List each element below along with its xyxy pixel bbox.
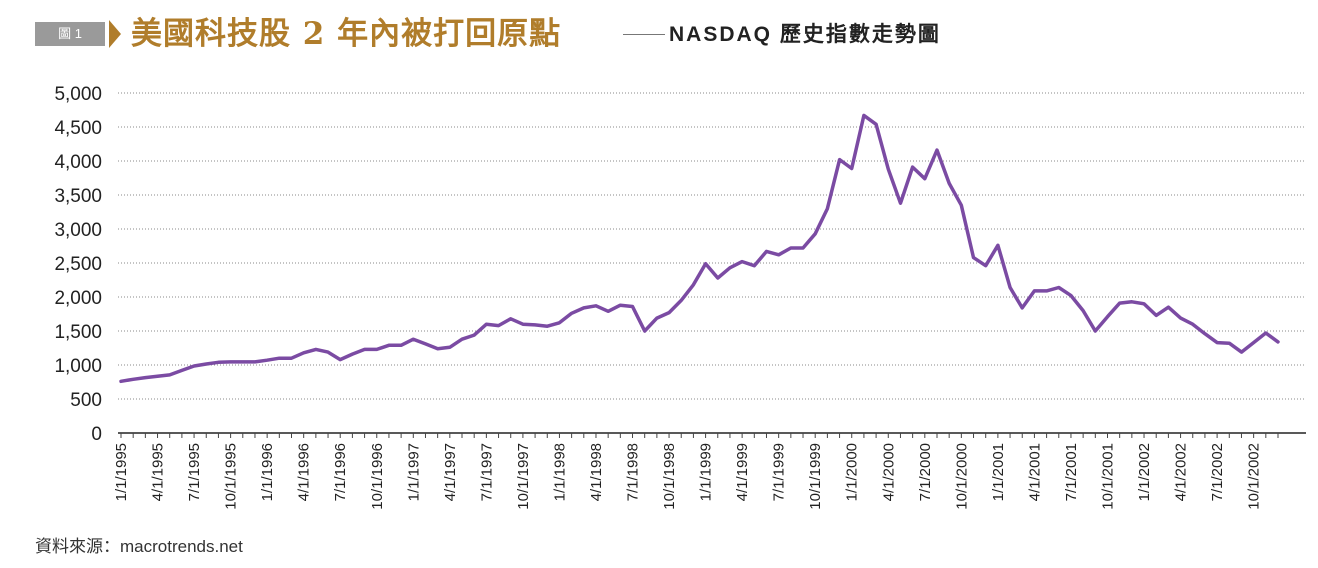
x-tick-label: 7/1/2000 xyxy=(917,443,934,501)
x-tick-label: 10/1/1995 xyxy=(223,443,240,510)
x-tick-label: 7/1/1999 xyxy=(771,443,788,501)
x-tick-label: 4/1/1998 xyxy=(588,443,605,501)
x-tick-label: 1/1/2001 xyxy=(990,443,1007,501)
y-axis-tick-labels: 0 500 1,000 1,500 2,000 2,500 3,000 3,500 4,000 4… xyxy=(54,84,102,445)
y-tick-label: 2,000 xyxy=(54,288,102,309)
x-tick-label: 10/1/1997 xyxy=(515,443,532,510)
x-tick-label: 7/1/1997 xyxy=(478,443,495,501)
x-tick-label: 7/1/2001 xyxy=(1063,443,1080,501)
x-tick-label: 4/1/2000 xyxy=(880,443,897,501)
y-tick-label: 4,500 xyxy=(54,118,102,139)
y-tick-label: 3,000 xyxy=(54,220,102,241)
y-tick-label: 5,000 xyxy=(54,84,102,105)
grid-lines xyxy=(118,92,1306,400)
figure-tag-label: 圖 1 xyxy=(58,26,82,41)
x-tick-label: 7/1/1998 xyxy=(625,443,642,501)
x-tick-label: 4/1/2001 xyxy=(1026,443,1043,501)
x-tick-label: 4/1/1995 xyxy=(150,443,167,501)
x-tick-label: 4/1/2002 xyxy=(1173,443,1190,501)
chart-subtitle: NASDAQ 歷史指數走勢圖 xyxy=(669,23,941,46)
x-tick-label: 10/1/1999 xyxy=(807,443,824,510)
source-note: 資料來源：macrotrends.net xyxy=(35,537,243,556)
series-layer xyxy=(119,113,1280,384)
x-tick-label: 10/1/2002 xyxy=(1246,443,1263,510)
x-tick-label: 7/1/2002 xyxy=(1209,443,1226,501)
x-tick-label: 1/1/2002 xyxy=(1136,443,1153,501)
x-tick-label: 1/1/1999 xyxy=(698,443,715,501)
nasdaq-series-line xyxy=(119,113,1280,384)
x-tick-label: 4/1/1999 xyxy=(734,443,751,501)
x-tick-label: 10/1/1998 xyxy=(661,443,678,510)
y-tick-label: 500 xyxy=(70,390,102,411)
x-tick-label: 4/1/1996 xyxy=(296,443,313,501)
x-tick-label: 1/1/1998 xyxy=(551,443,568,501)
x-tick-label: 4/1/1997 xyxy=(442,443,459,501)
subtitle-rule xyxy=(623,34,665,35)
x-tick-label: 10/1/1996 xyxy=(369,443,386,510)
figure-tag: 圖 1 xyxy=(35,22,105,46)
x-tick-label: 7/1/1996 xyxy=(332,443,349,501)
x-tick-label: 1/1/1996 xyxy=(259,443,276,501)
y-tick-label: 2,500 xyxy=(54,254,102,275)
x-tick-label: 1/1/1997 xyxy=(405,443,422,501)
y-tick-label: 4,000 xyxy=(54,152,102,173)
y-tick-label: 1,500 xyxy=(54,322,102,343)
x-tick-label: 1/1/1995 xyxy=(113,443,130,501)
y-tick-label: 0 xyxy=(91,424,102,445)
y-tick-label: 1,000 xyxy=(54,356,102,377)
x-tick-label: 10/1/2001 xyxy=(1099,443,1116,510)
chart-header: 圖 1 美國科技股 2 年內被打回原點 NASDAQ 歷史指數走勢圖 xyxy=(35,14,1295,58)
chart-title: 美國科技股 2 年內被打回原點 xyxy=(131,16,562,52)
y-tick-label: 3,500 xyxy=(54,186,102,207)
x-tick-label: 10/1/2000 xyxy=(953,443,970,510)
tag-arrow-icon xyxy=(109,20,121,48)
x-axis: 1/1/1995 4/1/1995 7/1/1995 10/1/1995 1/1/199… xyxy=(113,432,1306,510)
x-tick-label: 7/1/1995 xyxy=(186,443,203,501)
x-tick-label: 1/1/2000 xyxy=(844,443,861,501)
